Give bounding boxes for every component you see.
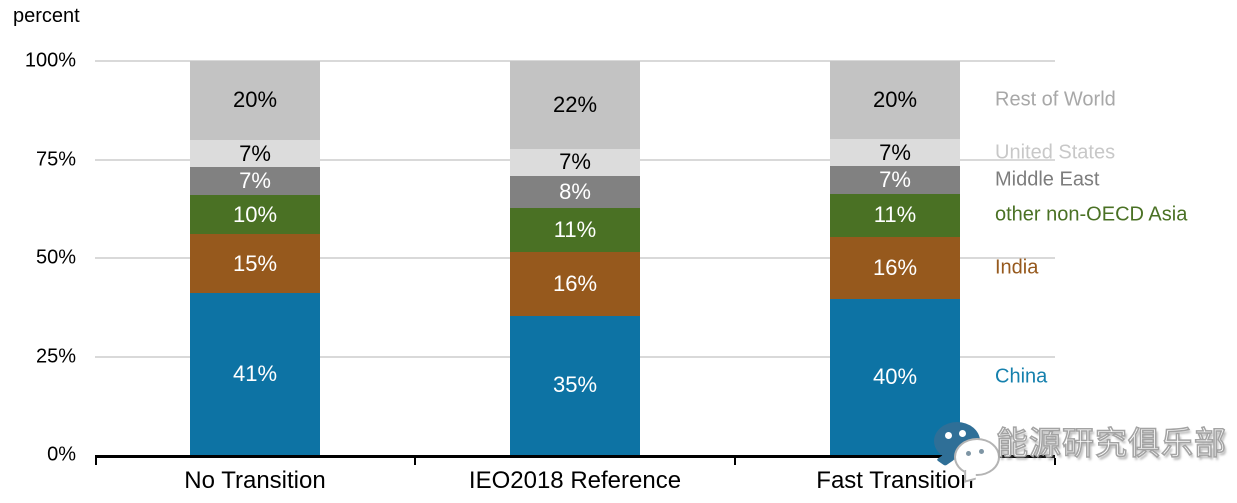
watermark-text: 能源研究俱乐部 [995, 424, 1228, 462]
wechat-icon-eye [979, 449, 984, 454]
axis-tick [95, 458, 97, 465]
segment-middle-east: 8% [510, 176, 640, 209]
segment-middle-east: 7% [830, 166, 960, 194]
wechat-icon-eye [959, 430, 966, 437]
plot-area: 41% 15% 10% 7% 7% 20% 35% 16% 11% 8% 7% 22% 40% 16% 11… [95, 60, 1056, 465]
wechat-icon-eye [966, 451, 971, 456]
axis-tick [734, 458, 736, 465]
legend-item-china: China [995, 365, 1048, 388]
segment-india: 15% [190, 234, 320, 294]
segment-rest-of-world: 20% [190, 61, 320, 140]
wechat-icon-small-bubble [954, 438, 1000, 476]
y-axis-unit-label: percent [13, 5, 80, 27]
segment-china: 41% [190, 293, 320, 455]
x-axis-label-no-transition: No Transition [184, 467, 326, 494]
y-axis-label: 25% [35, 345, 76, 367]
y-axis-label: 0% [47, 443, 76, 466]
bar-no-transition: 41% 15% 10% 7% 7% 20% [190, 61, 320, 455]
watermark: 能源研究俱乐部 [928, 414, 1233, 490]
legend-item-india: India [995, 256, 1039, 279]
bar-ieo2018-reference: 35% 16% 11% 8% 7% 22% [510, 60, 640, 455]
segment-rest-of-world: 22% [510, 60, 640, 149]
x-axis-label-ieo2018-reference: IEO2018 Reference [468, 467, 682, 494]
legend-item-united-states: United States [995, 141, 1116, 164]
wechat-icon-small-tail [964, 467, 976, 483]
legend-item-middle-east: Middle East [995, 168, 1100, 191]
segment-united-states: 7% [190, 139, 320, 168]
axis-tick [1054, 458, 1056, 465]
legend-item-other-non-oecd-asia: other non-OECD Asia [995, 203, 1188, 226]
y-axis-label: 75% [35, 148, 76, 170]
segment-united-states: 7% [830, 139, 960, 167]
segment-middle-east: 7% [190, 167, 320, 195]
segment-india: 16% [830, 236, 960, 299]
legend-item-rest-of-world: Rest of World [995, 88, 1116, 111]
segment-india: 16% [510, 252, 640, 316]
wechat-icon-eye [945, 432, 952, 439]
segment-china: 35% [510, 315, 640, 455]
x-axis-label-fast-transition: Fast Transition [816, 467, 974, 494]
segment-other-non-oecd-asia: 11% [510, 208, 640, 253]
segment-other-non-oecd-asia: 10% [190, 194, 320, 235]
y-axis-label: 100% [24, 49, 76, 72]
segment-united-states: 7% [510, 148, 640, 177]
axis-tick [414, 458, 416, 465]
bar-fast-transition: 40% 16% 11% 7% 7% 20% [830, 60, 960, 455]
segment-rest-of-world: 20% [830, 60, 960, 139]
segment-other-non-oecd-asia: 11% [830, 193, 960, 237]
y-axis-label: 50% [35, 246, 76, 269]
